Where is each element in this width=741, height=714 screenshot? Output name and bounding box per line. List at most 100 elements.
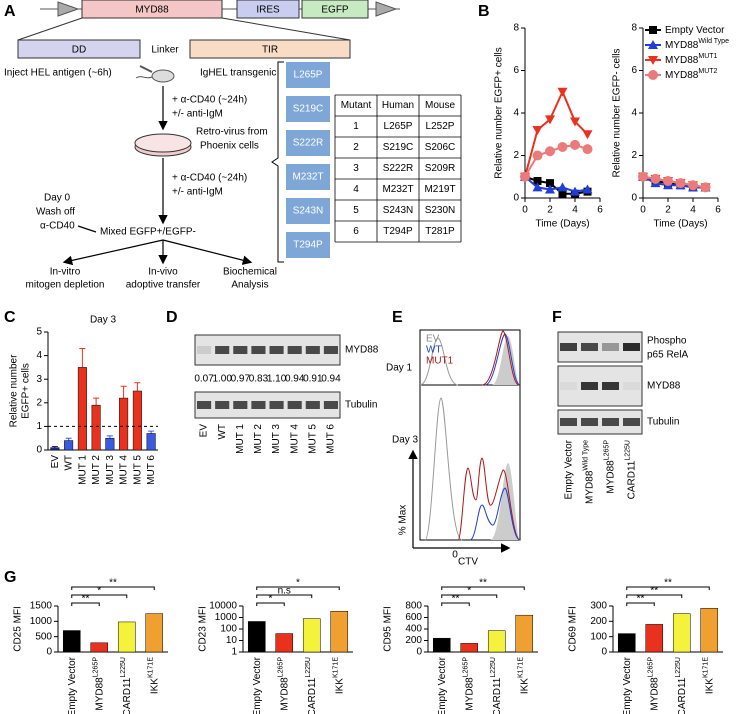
lane-label: MUT 6 — [326, 424, 337, 454]
step-text: Mixed EGFP+/EGFP- — [100, 227, 196, 238]
mouse-icon — [151, 69, 175, 83]
histogram-curve — [457, 457, 521, 541]
step-text: IgHEL transgenic — [200, 68, 276, 79]
mouse-icon — [135, 76, 153, 79]
y-axis-label: CD23 MFI — [198, 606, 209, 652]
blot-band — [305, 401, 320, 409]
data-point — [650, 173, 661, 184]
lane-label: MUT 3 — [271, 424, 282, 454]
error-bar — [79, 348, 86, 368]
x-tick-label: CARD11L225U — [675, 657, 688, 714]
significance-label: ** — [637, 594, 645, 605]
table-cell: S222R — [383, 163, 414, 174]
bar — [90, 642, 109, 653]
lane-label: WT — [217, 424, 228, 440]
x-tick-label: Empty Vector — [66, 656, 77, 714]
x-tick-label: IKKK171E — [147, 657, 160, 694]
legend-label: MYD88MUT1 — [665, 53, 718, 66]
significance-bracket — [626, 586, 710, 590]
y-tick-label: 0 — [36, 445, 42, 456]
label-main: CARD11 — [491, 677, 502, 714]
y-tick-label: 1500 — [30, 601, 53, 612]
mutation-label: S219C — [293, 104, 324, 115]
data-point — [570, 117, 580, 127]
label-main: MUT 2 — [91, 455, 102, 485]
panel-label: A — [4, 3, 16, 20]
significance-bracket — [626, 602, 655, 606]
table-cell: S230N — [425, 205, 456, 216]
y-axis-label: CD25 MFI — [13, 606, 24, 652]
label-superscript: L265P — [647, 657, 654, 678]
blot-band — [197, 346, 212, 354]
day-label: Day 3 — [392, 435, 419, 446]
panel-label: B — [478, 3, 490, 20]
construct-box — [236, 0, 300, 19]
mutation-box — [286, 96, 330, 122]
data-point — [533, 177, 542, 185]
table-cell: T281P — [425, 226, 455, 237]
outcome-text: In-vitro — [50, 267, 81, 278]
bar — [432, 637, 451, 653]
series-line — [524, 143, 588, 178]
x-tick-label: 0 — [452, 550, 458, 561]
domain-box — [17, 39, 141, 59]
quantification: 1.10 — [267, 374, 287, 385]
significance-label: * — [467, 586, 471, 597]
table-cell: 1 — [353, 121, 359, 132]
step-text: Phoenix cells — [200, 141, 259, 152]
data-point — [570, 186, 580, 196]
data-point — [557, 87, 568, 97]
bar — [330, 610, 349, 653]
table-cell: S219C — [383, 142, 414, 153]
mutation-label: T294P — [293, 240, 323, 251]
bar — [146, 433, 156, 451]
label-main: Empty Vector — [621, 656, 632, 714]
blot-band — [269, 401, 284, 409]
blot-label: MYD88 — [647, 381, 681, 392]
data-point — [532, 126, 543, 135]
y-tick-label: 4 — [513, 108, 519, 119]
blot-band — [581, 418, 598, 426]
legend-marker — [648, 56, 658, 65]
error-bar — [65, 437, 72, 441]
mutation-box — [286, 62, 330, 88]
y-tick-label: 100 — [590, 631, 607, 642]
data-point — [582, 130, 593, 140]
x-tick-label: MUT 2 — [91, 455, 102, 485]
label-main: WT — [63, 455, 74, 471]
legend-label: EV — [426, 334, 440, 345]
data-point — [520, 171, 530, 182]
bar — [91, 404, 101, 451]
dish — [134, 133, 192, 153]
mutation-label: M232T — [292, 172, 323, 183]
label-superscript: K171E — [147, 657, 154, 678]
mutation-label: S243N — [293, 206, 324, 217]
data-point — [557, 182, 568, 192]
step-text: Inject HEL antigen (~6h) — [4, 68, 112, 79]
domain-label: DD — [72, 45, 86, 56]
error-bar — [120, 385, 127, 399]
error-bar — [93, 397, 100, 406]
bar — [672, 613, 691, 653]
label-main: MYD88 — [584, 470, 595, 504]
y-tick-label: 0 — [513, 193, 519, 204]
data-point — [545, 115, 555, 125]
bar — [50, 447, 60, 451]
significance-bracket — [71, 602, 100, 606]
bar — [132, 390, 142, 451]
x-tick-label: MUT 5 — [132, 455, 143, 485]
y-tick-label: 1 — [231, 647, 237, 658]
label-superscript: L225U — [490, 657, 497, 678]
x-tick-label: CARD11L225U — [120, 657, 133, 714]
x-tick-label: 4 — [690, 205, 696, 216]
significance-label: ** — [479, 578, 487, 589]
label-main: MYD88 — [665, 40, 699, 51]
data-point — [675, 178, 686, 189]
label-superscript: L265P — [462, 657, 469, 678]
blot-band — [560, 382, 577, 390]
step-text: +/- anti-IgM — [172, 187, 223, 198]
bar — [487, 630, 506, 653]
panel-label: F — [552, 309, 562, 326]
y-tick-label: 0 — [601, 647, 607, 658]
blot-band — [623, 343, 640, 351]
